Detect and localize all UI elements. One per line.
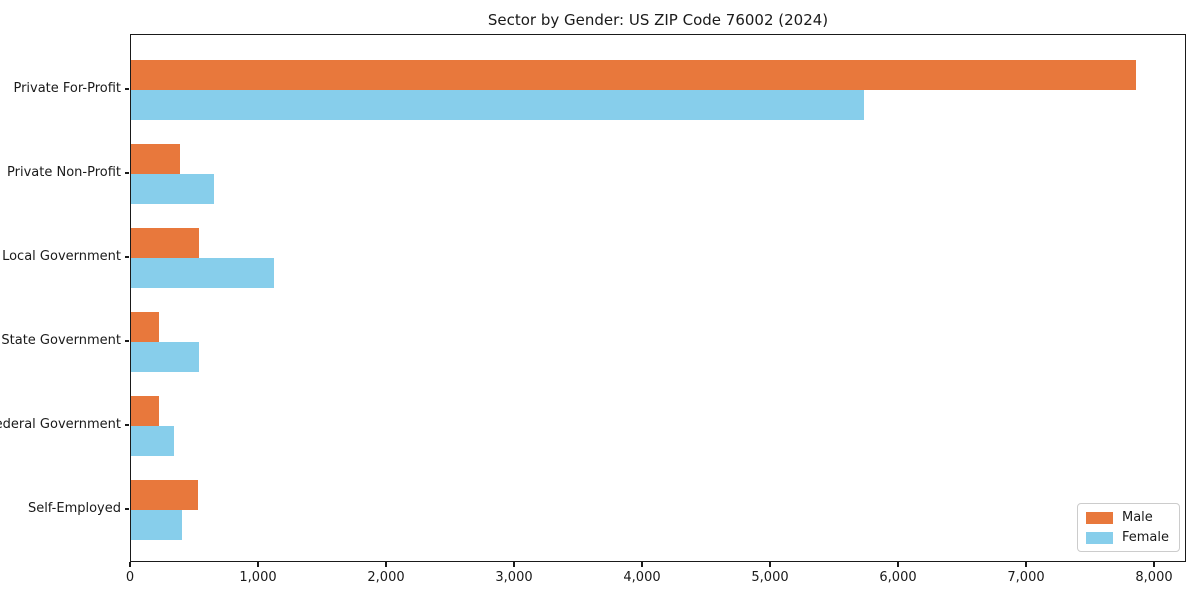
x-tick-mark bbox=[1153, 562, 1155, 567]
x-tick-mark bbox=[385, 562, 387, 567]
x-tick-mark bbox=[513, 562, 515, 567]
x-tick-label: 6,000 bbox=[879, 570, 917, 585]
bar-male-2 bbox=[131, 228, 199, 258]
y-tick-label: Local Government bbox=[2, 249, 121, 264]
x-tick-mark bbox=[641, 562, 643, 567]
y-tick-label: Private For-Profit bbox=[13, 81, 121, 96]
x-tick-mark bbox=[897, 562, 899, 567]
y-tick-mark bbox=[124, 424, 129, 426]
x-tick-label: 5,000 bbox=[751, 570, 789, 585]
bar-male-5 bbox=[131, 480, 198, 510]
bar-male-1 bbox=[131, 144, 180, 174]
x-tick-label: 1,000 bbox=[239, 570, 277, 585]
y-tick-mark bbox=[124, 256, 129, 258]
y-tick-label: Private Non-Profit bbox=[7, 165, 121, 180]
legend: Male Female bbox=[1076, 503, 1180, 552]
bar-female-5 bbox=[131, 510, 183, 540]
x-tick-label: 3,000 bbox=[495, 570, 533, 585]
y-tick-label: State Government bbox=[1, 333, 121, 348]
bar-female-4 bbox=[131, 426, 174, 456]
plot-area: Male Female bbox=[130, 34, 1186, 562]
bar-female-2 bbox=[131, 258, 274, 288]
legend-swatch-female-icon bbox=[1085, 531, 1113, 544]
bar-male-0 bbox=[131, 60, 1137, 90]
bar-female-1 bbox=[131, 174, 215, 204]
legend-label-male: Male bbox=[1121, 510, 1153, 525]
x-tick-label: 0 bbox=[125, 570, 135, 585]
legend-row-male: Male bbox=[1085, 510, 1169, 525]
legend-row-female: Female bbox=[1085, 530, 1169, 545]
y-tick-mark bbox=[124, 508, 129, 510]
bar-male-4 bbox=[131, 396, 160, 426]
x-tick-label: 8,000 bbox=[1135, 570, 1173, 585]
y-tick-mark bbox=[124, 88, 129, 90]
y-tick-mark bbox=[124, 172, 129, 174]
y-tick-mark bbox=[124, 340, 129, 342]
bar-male-3 bbox=[131, 312, 159, 342]
chart-title: Sector by Gender: US ZIP Code 76002 (202… bbox=[487, 11, 829, 29]
y-tick-label: Self-Employed bbox=[27, 501, 121, 516]
bar-female-0 bbox=[131, 90, 864, 120]
x-tick-label: 2,000 bbox=[367, 570, 405, 585]
x-tick-label: 7,000 bbox=[1007, 570, 1045, 585]
x-tick-mark bbox=[1025, 562, 1027, 567]
legend-swatch-male-icon bbox=[1085, 511, 1113, 524]
x-tick-mark bbox=[129, 562, 131, 567]
y-tick-label: Federal Government bbox=[0, 417, 121, 432]
legend-label-female: Female bbox=[1121, 530, 1169, 545]
x-tick-mark bbox=[257, 562, 259, 567]
x-tick-mark bbox=[769, 562, 771, 567]
x-tick-label: 4,000 bbox=[623, 570, 661, 585]
bar-female-3 bbox=[131, 342, 199, 372]
